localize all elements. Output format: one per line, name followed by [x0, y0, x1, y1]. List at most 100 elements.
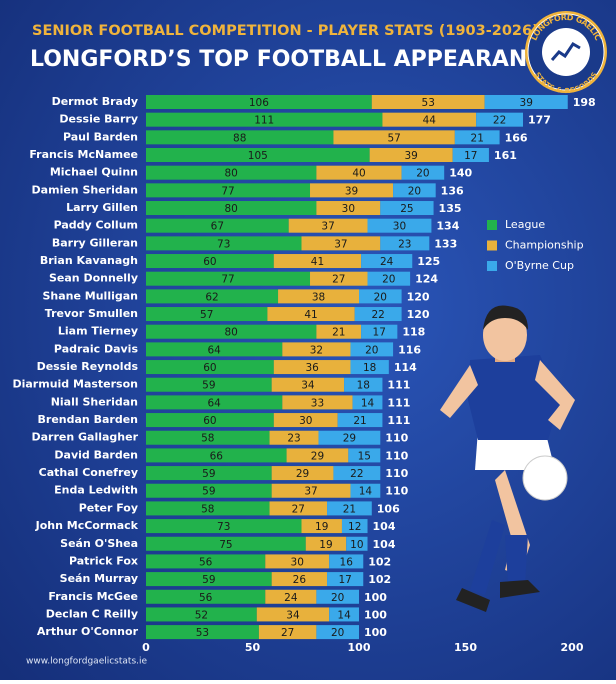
bar-segment [146, 148, 370, 163]
bar-segment [273, 413, 338, 428]
value-label: 41 [304, 309, 317, 321]
total-label: 124 [415, 273, 438, 286]
value-label: 37 [334, 238, 347, 250]
bar-segment [288, 218, 368, 233]
value-label: 59 [202, 574, 215, 586]
category-label: Larry Gillen [66, 201, 138, 214]
bar-segment [361, 324, 398, 339]
value-label: 23 [398, 238, 411, 250]
bar-segment [354, 307, 402, 322]
value-label: 39 [345, 185, 358, 197]
bar-segment [380, 236, 430, 251]
category-label: Padraic Davis [54, 342, 139, 355]
total-label: 161 [494, 149, 517, 162]
bar-segment [146, 112, 383, 127]
bar-segment [452, 148, 489, 163]
bar-segment [146, 413, 274, 428]
category-label: Enda Ledwith [54, 484, 138, 497]
bar-segment [269, 501, 328, 516]
value-label: 22 [371, 309, 384, 321]
value-label: 66 [210, 450, 224, 462]
value-label: 27 [332, 274, 345, 286]
value-label: 33 [311, 397, 324, 409]
value-label: 30 [291, 556, 304, 568]
bar-segment [348, 448, 381, 463]
category-label: Cathal Conefrey [39, 466, 138, 479]
value-label: 38 [312, 291, 325, 303]
category-label: Liam Tierney [58, 325, 138, 338]
value-label: 12 [348, 521, 361, 533]
total-label: 104 [373, 520, 396, 533]
value-label: 20 [331, 627, 344, 639]
bar-segment [271, 377, 345, 392]
value-label: 59 [202, 468, 215, 480]
bar-segment [316, 201, 381, 216]
category-label: Seán Murray [60, 572, 138, 585]
value-label: 30 [299, 415, 312, 427]
bar-segment [310, 183, 394, 198]
value-label: 64 [207, 397, 221, 409]
bar-segment [273, 360, 351, 375]
value-label: 18 [363, 362, 376, 374]
value-label: 19 [319, 539, 332, 551]
total-label: 177 [528, 114, 551, 127]
value-label: 21 [343, 503, 356, 515]
value-label: 57 [200, 309, 213, 321]
bar-segment [146, 448, 287, 463]
bar-segment [361, 254, 413, 269]
bar-segment [316, 324, 362, 339]
total-label: 111 [387, 379, 410, 392]
bar-segment [265, 554, 330, 569]
total-label: 118 [402, 326, 425, 339]
bar-segment [367, 218, 432, 233]
bar-segment [146, 307, 268, 322]
category-label: John McCormack [35, 519, 139, 532]
value-label: 20 [408, 185, 421, 197]
total-label: 111 [387, 414, 410, 427]
bar-segment [146, 254, 274, 269]
bar-segment [476, 112, 524, 127]
bar-segment [316, 625, 359, 640]
value-label: 17 [338, 574, 351, 586]
bar-segment [146, 554, 266, 569]
value-label: 20 [374, 291, 387, 303]
value-label: 60 [203, 362, 216, 374]
value-label: 27 [292, 503, 305, 515]
bar-segment [310, 271, 368, 286]
total-label: 100 [364, 591, 387, 604]
bar-segment [344, 377, 383, 392]
bar-segment [282, 342, 351, 357]
subtitle: SENIOR FOOTBALL COMPETITION - PLAYER STA… [32, 23, 539, 39]
total-label: 136 [441, 184, 464, 197]
bar-segment [146, 430, 270, 445]
bar-segment [146, 536, 306, 551]
bar-segment [371, 95, 485, 109]
bar-segment [401, 165, 445, 180]
bar-segment [369, 148, 453, 163]
category-label: Paddy Collum [54, 219, 138, 232]
value-label: 57 [387, 132, 400, 144]
bar-segment [454, 130, 500, 145]
bar-segment [146, 607, 257, 622]
bar-segment [286, 448, 349, 463]
bar-segment [146, 589, 266, 604]
legend-label: League [505, 218, 545, 231]
value-label: 23 [287, 433, 300, 445]
bar-segment [146, 218, 289, 233]
value-label: 14 [359, 486, 373, 498]
total-label: 102 [368, 573, 391, 586]
value-label: 26 [293, 574, 307, 586]
value-label: 41 [311, 256, 324, 268]
value-label: 22 [350, 468, 363, 480]
value-label: 14 [337, 609, 351, 621]
category-label: Dermot Brady [52, 95, 138, 108]
bar-segment [146, 519, 302, 534]
value-label: 39 [404, 150, 417, 162]
total-label: 110 [385, 449, 408, 462]
legend-swatch [487, 240, 497, 251]
bar-segment [333, 130, 455, 145]
value-label: 64 [207, 344, 221, 356]
bar-segment [393, 183, 436, 198]
total-label: 110 [385, 467, 408, 480]
value-label: 25 [400, 203, 413, 215]
